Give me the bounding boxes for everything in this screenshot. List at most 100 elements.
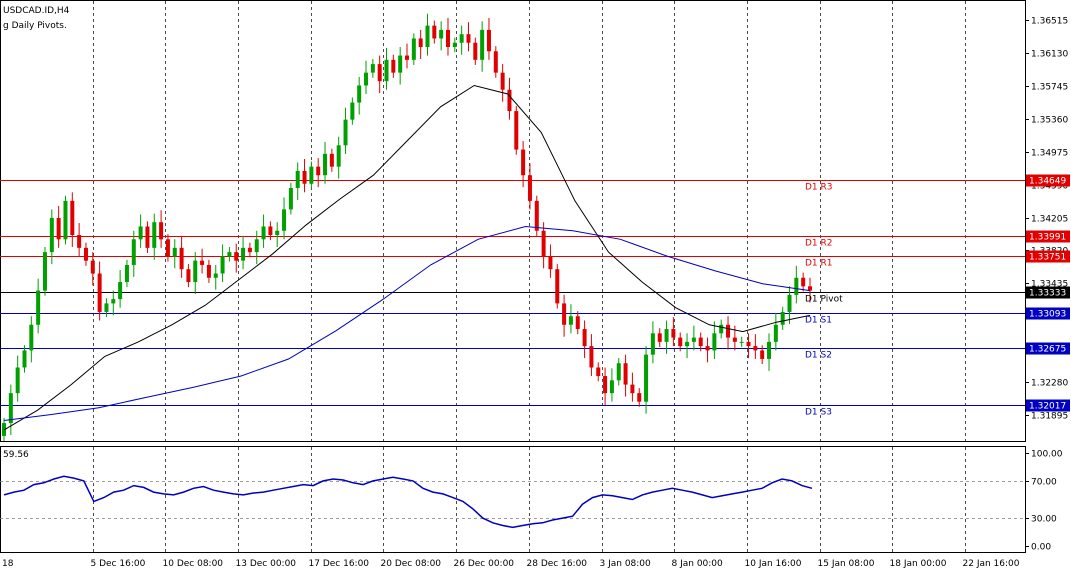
candle-bear [302,170,307,184]
price-tick-label: 1.34975 [1031,149,1068,159]
candle-bull [364,72,369,86]
price-tick-label: 1.31895 [1031,412,1068,422]
candle-bear [678,337,683,347]
candle-bear [732,337,737,342]
x-tick-label: 3 Jan 08:00 [600,559,652,569]
price-tick-label: 1.32280 [1031,379,1068,389]
candle-bear [500,72,505,90]
price-tag-text: 1.33093 [1029,310,1066,320]
x-tick-label: 10 Dec 08:00 [163,559,224,569]
candle-bull [8,393,13,424]
candle-bear [473,42,478,60]
candle-bear [630,384,635,394]
candle-bull [254,239,259,253]
candle-bear [671,329,676,338]
candle-bull [459,34,464,43]
rsi-panel: 100.00 70.00 30.00 0.00 [0,450,1063,553]
candle-bull [712,333,717,351]
price-tag-r1 [1026,250,1070,263]
price-tag-text: 1.33333 [1029,289,1066,299]
x-tick-label: 26 Dec 00:00 [454,559,515,569]
candle-bear [753,346,758,351]
candle-bull [323,153,328,176]
pivot-label-s1: D1 S1 [805,316,832,326]
candle-bear [145,226,150,248]
candle-bear [466,34,471,43]
candle-bear [97,273,102,312]
price-tag-s2 [1026,342,1070,355]
candle-bear [70,200,75,236]
candle-bear [77,235,82,248]
price-tag-r2 [1026,230,1070,243]
candle-bull [227,252,232,257]
candle-bull [63,200,68,240]
candle-bull [609,380,614,394]
candle-bear [486,29,491,52]
candle-bull [357,85,362,103]
candle-bull [719,324,724,334]
candle-bear [179,247,184,270]
candle-bull [42,252,47,291]
candle-bear [698,337,703,347]
candle-bull [104,303,109,312]
candle-bear [418,38,423,48]
candle-bear [186,269,191,283]
price-tag-s3 [1026,399,1070,412]
rsi-tick-label: 70.00 [1031,478,1057,488]
x-tick-label: 18 [2,559,14,569]
candle-bear [329,153,334,167]
pivot-label-r1: D1 R1 [805,259,833,269]
candle-bear [582,329,587,347]
symbol-title: USDCAD.ID,H4 [3,6,70,16]
x-tick-label: 22 Jan 16:00 [963,559,1020,569]
ma-fast-line [3,84,811,431]
candle-bull [261,226,266,240]
x-tick-label: 5 Dec 16:00 [91,559,146,569]
candle-bear [623,363,628,385]
candle-bull [439,29,444,39]
candle-bear [637,393,642,402]
price-tag-text: 1.33991 [1029,233,1066,243]
candle-bull [111,299,116,304]
candle-bear [555,269,560,304]
candle-bear [534,200,539,231]
candle-bull [36,290,41,325]
candle-bear [234,252,239,261]
vertical-grid [93,1,966,552]
candle-bull [336,145,341,167]
candle-bear [377,64,382,82]
candle-bull [118,282,123,300]
pivot-label-s2: D1 S2 [805,351,832,361]
candle-bear [316,166,321,176]
candle-bull [213,273,218,278]
candle-bull [350,102,355,120]
pivot-price-tags: 1.34649 1.33991 1.33751 1.33333 1.33093 1.326… [1026,174,1070,412]
candle-bear [445,29,450,48]
price-tick-label: 1.36130 [1031,50,1068,60]
candle-bear [596,367,601,377]
candle-bull [172,247,177,257]
candle-bear [705,346,710,351]
price-tag-text: 1.34649 [1029,177,1066,187]
candle-bear [507,89,512,112]
candle-bear [165,239,170,257]
candle-bear [247,247,252,253]
candle-bear [432,25,437,39]
price-panel-frame [0,0,1026,442]
rsi-current-value: 59.56 [3,450,29,460]
candle-bull [124,264,129,283]
candle-bull [773,324,778,342]
candle-bear [514,111,519,150]
candle-bull [22,350,27,368]
price-tick-label: 1.34205 [1031,215,1068,225]
candle-bull [282,209,287,231]
pivot-lines [0,180,1025,406]
rsi-line [3,475,813,529]
candle-bull [568,316,573,325]
candle-bull [49,217,54,253]
candle-bull [480,29,485,60]
price-tick-label: 1.36515 [1031,17,1068,27]
pivot-label-r2: D1 R2 [805,239,833,249]
candle-bear [657,333,662,342]
x-tick-label: 13 Dec 00:00 [236,559,297,569]
